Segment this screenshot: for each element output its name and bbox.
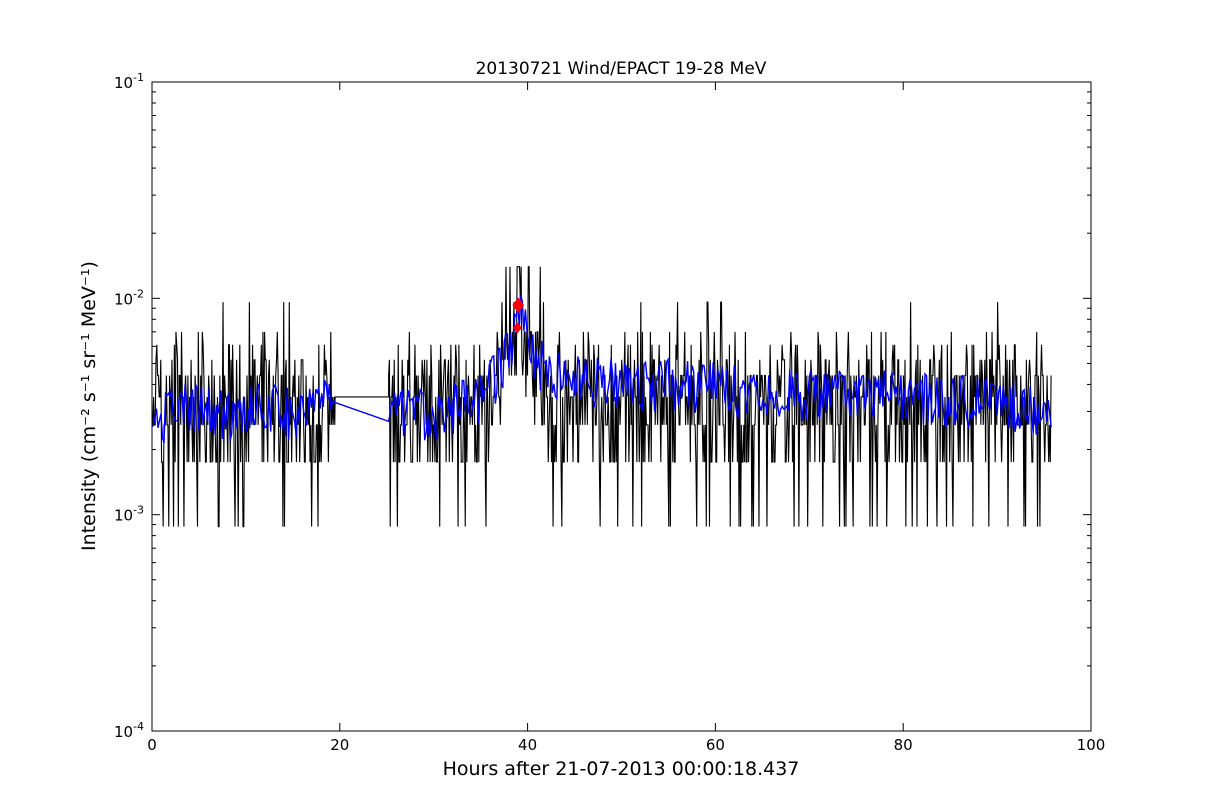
chart-title: 20130721 Wind/EPACT 19-28 MeV <box>476 59 767 79</box>
y-tick-label: 10-4 <box>114 720 144 741</box>
x-tick-label: 0 <box>147 736 157 754</box>
y-tick-label: 10-1 <box>114 71 144 92</box>
series-layer <box>151 266 1052 528</box>
x-tick-label: 20 <box>330 736 349 754</box>
marker-layer <box>512 297 525 334</box>
onset-marker <box>512 297 525 313</box>
smoothed-intensity-line <box>151 295 1052 444</box>
x-tick-label: 80 <box>894 736 913 754</box>
y-tick-label: 10-2 <box>114 287 144 308</box>
y-tick-label: 10-3 <box>114 504 144 525</box>
x-axis-label: Hours after 21-07-2013 00:00:18.437 <box>443 758 800 780</box>
x-tick-label: 100 <box>1077 736 1106 754</box>
tick-layer: 0 20 40 60 80 100 10-4 10-3 10-2 10-1 <box>114 71 1105 754</box>
x-tick-label: 40 <box>518 736 537 754</box>
x-tick-label: 60 <box>706 736 725 754</box>
y-axis-label: Intensity (cm⁻² s⁻¹ sr⁻¹ MeV⁻¹) <box>78 261 100 551</box>
plot-area: 0 20 40 60 80 100 10-4 10-3 10-2 10-1 <box>114 71 1105 754</box>
raw-intensity-line <box>152 266 1052 528</box>
onset-marker <box>512 322 522 334</box>
